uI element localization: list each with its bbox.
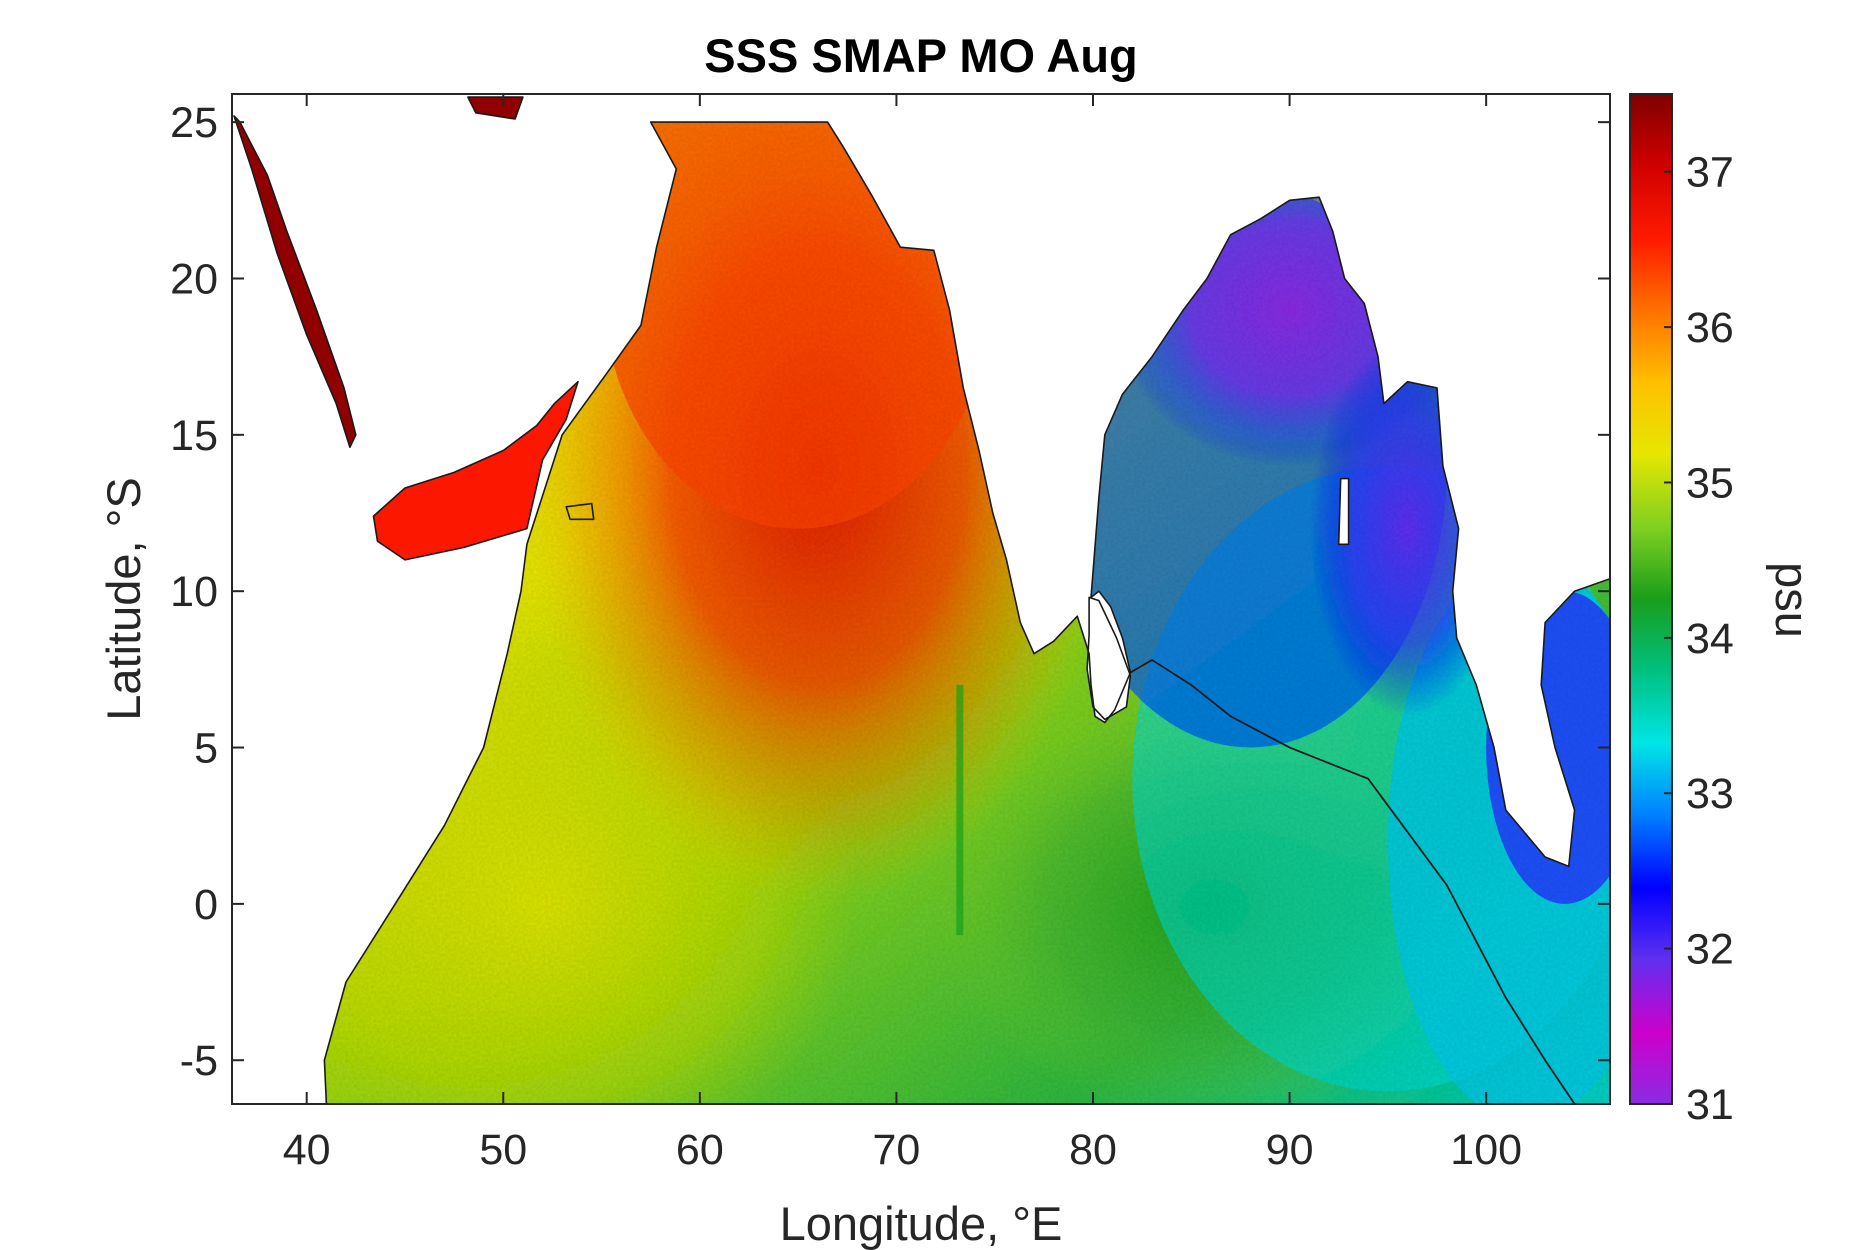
stripe-mark [956,684,964,936]
colorbar-tick-label: 31 [1686,1081,1734,1129]
coastline-red-sea [233,115,357,449]
coastline-persian-gulf [467,96,524,120]
region-gulf-of-aden [373,381,578,560]
y-axis-tick-label: -5 [180,1037,218,1085]
colorbar: 31 32 33 34 35 36 37 psu [1629,93,1819,1129]
y-axis-label: Latitude, °S [97,477,150,721]
salinity-regions [234,97,1349,720]
x-axis-tick-label: 60 [676,1126,724,1174]
colorbar-tick-label: 33 [1686,770,1734,818]
region-sri-lanka [1087,597,1131,720]
colorbar-tick-label: 36 [1686,304,1734,352]
coastline-andaman-islands [1337,477,1350,546]
y-axis-tick-label: 15 [170,412,218,460]
y-axis-tick-label: 20 [170,255,218,303]
colorbar-label: psu [1766,562,1819,638]
x-axis-label: Longitude, °E [780,1197,1063,1250]
coastline-bay-of-bengal [1090,196,1610,1104]
coastline-socotra [565,502,595,521]
coastlines [233,96,1610,1104]
colorbar-ticks: 31 32 33 34 35 36 37 [1664,149,1734,1129]
coastline-arabian-sea [323,121,1576,1104]
colorbar-tick-label: 34 [1686,615,1734,663]
x-axis-tick-label: 100 [1450,1126,1522,1174]
chart-title: SSS SMAP MO Aug [704,29,1138,82]
x-axis-tick-label: 50 [479,1126,527,1174]
y-axis-ticks: -5 0 5 10 15 20 25 [170,99,1610,1085]
coastline-gulf-of-aden [372,380,579,561]
colorbar-tick-label: 35 [1686,459,1734,507]
salinity-stripe-artifact [956,684,964,936]
x-axis-tick-label: 80 [1069,1126,1117,1174]
region-red-sea [234,115,356,448]
y-axis-tick-label: 5 [194,725,218,773]
x-axis-tick-label: 90 [1266,1126,1314,1174]
x-axis-tick-label: 40 [283,1126,331,1174]
region-andaman-islands [1338,478,1349,545]
y-axis-tick-label: 0 [194,881,218,929]
coastline-sri-lanka [1086,596,1132,721]
colorbar-tick-label: 37 [1686,149,1734,197]
colorbar-tick-label: 32 [1686,926,1734,974]
x-axis-ticks: 40 50 60 70 80 90 100 [283,94,1522,1174]
colorbar-fill [1629,93,1673,1105]
x-axis-tick-label: 70 [873,1126,921,1174]
y-axis-tick-label: 25 [170,99,218,147]
plot-frame [231,93,1611,1105]
y-axis-tick-label: 10 [170,568,218,616]
